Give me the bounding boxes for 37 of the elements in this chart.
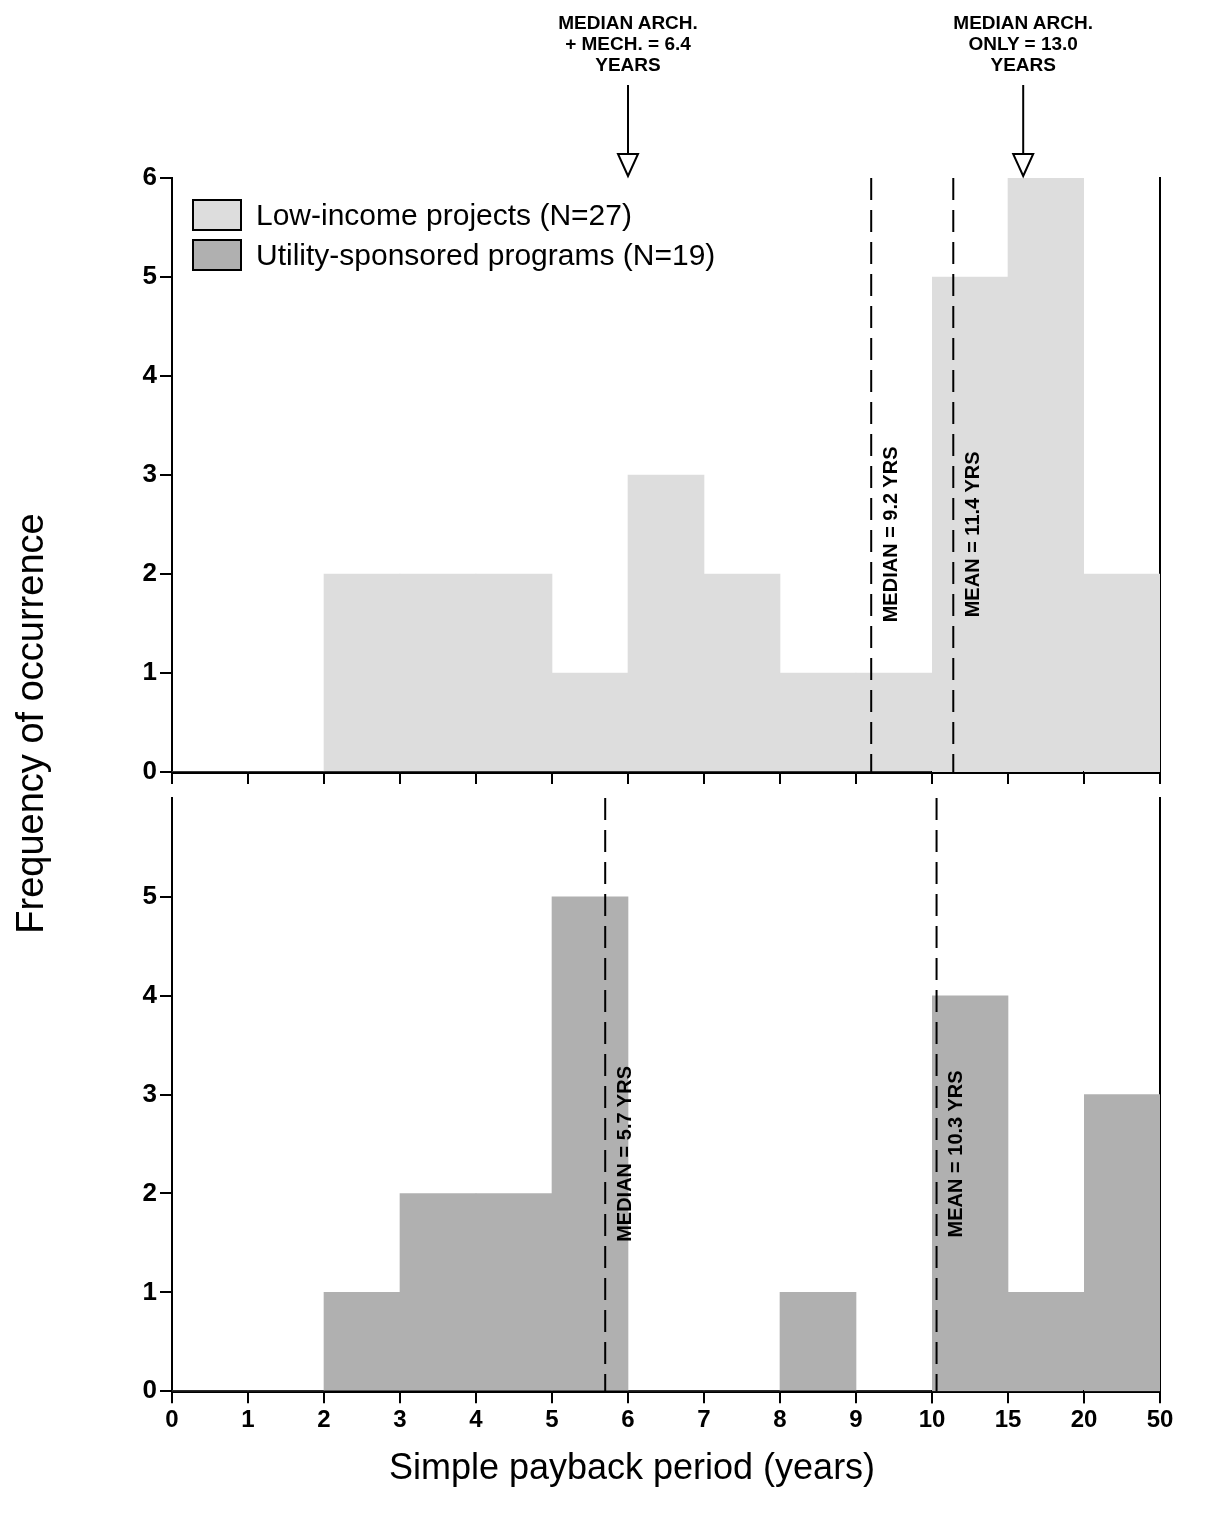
y-tick-label: 3	[142, 458, 157, 489]
ref-line-label: MEDIAN = 9.2 YRS	[878, 446, 901, 623]
legend-label: Low-income projects (N=27)	[256, 198, 632, 232]
x-tick-label: 7	[697, 1405, 711, 1433]
x-tick-label: 10	[918, 1405, 946, 1433]
y-axis-title: Frequency of occurrence	[8, 512, 52, 934]
x-tick-label: 0	[165, 1405, 179, 1433]
y-tick-label: 2	[142, 1176, 157, 1207]
y-tick-label: 1	[142, 1275, 157, 1306]
ref-line-label: MEDIAN = 5.7 YRS	[612, 1066, 635, 1242]
x-axis-title: Simple payback period (years)	[387, 1446, 877, 1488]
x-tick-label: 2	[317, 1405, 331, 1433]
y-tick-label: 4	[142, 978, 158, 1009]
text: MEDIAN ARCH. + MECH. = 6.4 YEARS	[558, 11, 698, 75]
x-tick-label: 6	[621, 1405, 635, 1433]
ref-line-label: MEAN = 10.3 YRS	[944, 1070, 967, 1238]
y-tick-label: 2	[142, 557, 157, 588]
ref-line-label: MEAN = 11.4 YRS	[960, 451, 983, 618]
y-tick-label: 0	[142, 755, 157, 786]
y-tick-label: 3	[142, 1077, 157, 1108]
y-tick-label: 5	[142, 880, 157, 911]
x-tick-label: 15	[994, 1405, 1022, 1433]
x-tick-label: 3	[393, 1405, 407, 1433]
x-tick-label: 5	[545, 1405, 559, 1433]
text: Utility-sponsored programs (N=19)	[256, 238, 716, 271]
y-tick-label: 1	[142, 656, 157, 687]
x-tick-label: 4	[469, 1405, 484, 1433]
text: MEDIAN ARCH. ONLY = 13.0 YEARS	[953, 11, 1094, 75]
y-tick-label: 4	[142, 359, 158, 390]
x-tick-label: 20	[1070, 1405, 1098, 1433]
y-tick-label: 6	[142, 161, 157, 192]
x-tick-label: 50	[1146, 1405, 1174, 1433]
y-tick-label: 5	[142, 260, 157, 291]
x-tick-label: 1	[241, 1405, 255, 1433]
y-tick-label: 0	[142, 1374, 157, 1405]
x-tick-label: 9	[849, 1405, 863, 1433]
x-tick-label: 8	[773, 1405, 787, 1433]
